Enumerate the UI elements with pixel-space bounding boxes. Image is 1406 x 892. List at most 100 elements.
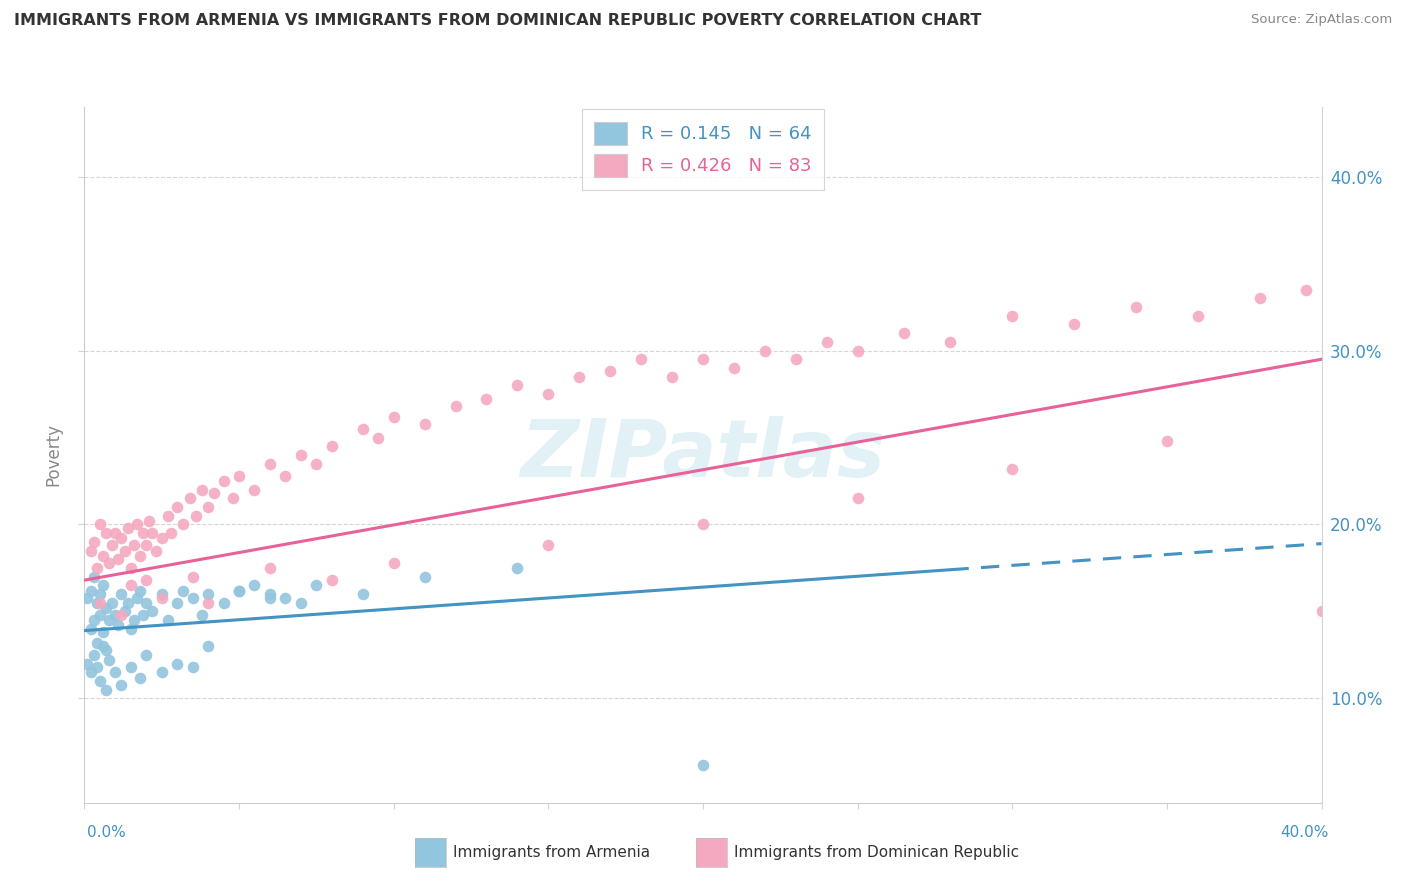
Point — [107, 618, 129, 632]
Point — [94, 642, 117, 657]
Point — [135, 573, 157, 587]
Point — [893, 326, 915, 340]
Point — [305, 578, 328, 592]
Point — [135, 538, 157, 552]
Point — [145, 543, 167, 558]
Point — [181, 660, 204, 674]
Point — [89, 517, 111, 532]
Point — [110, 587, 132, 601]
Point — [76, 657, 98, 671]
Point — [352, 587, 374, 601]
Point — [98, 653, 121, 667]
Point — [114, 605, 136, 619]
Point — [122, 613, 145, 627]
Point — [89, 607, 111, 622]
Point — [846, 491, 869, 506]
Point — [191, 483, 214, 497]
Point — [120, 561, 142, 575]
Y-axis label: Poverty: Poverty — [45, 424, 63, 486]
Point — [114, 543, 136, 558]
Point — [1001, 309, 1024, 323]
Point — [135, 648, 157, 662]
Text: ZIPatlas: ZIPatlas — [520, 416, 886, 494]
Point — [141, 526, 163, 541]
Point — [86, 596, 108, 610]
Point — [475, 392, 498, 407]
Point — [259, 591, 281, 605]
Point — [172, 583, 194, 598]
Point — [129, 671, 152, 685]
Point — [104, 607, 127, 622]
Point — [86, 561, 108, 575]
Point — [138, 514, 160, 528]
Point — [444, 399, 467, 413]
Point — [274, 468, 297, 483]
Text: Immigrants from Dominican Republic: Immigrants from Dominican Republic — [734, 846, 1019, 860]
Point — [110, 532, 132, 546]
Point — [91, 625, 114, 640]
Point — [222, 491, 245, 506]
Point — [132, 607, 155, 622]
Point — [413, 570, 436, 584]
Point — [120, 578, 142, 592]
Point — [259, 587, 281, 601]
Point — [101, 538, 124, 552]
Point — [846, 343, 869, 358]
Point — [150, 665, 173, 680]
Point — [1063, 318, 1085, 332]
Point — [107, 552, 129, 566]
Point — [692, 352, 714, 367]
Point — [537, 387, 560, 401]
Text: 0.0%: 0.0% — [87, 825, 127, 840]
Point — [91, 578, 114, 592]
Point — [661, 369, 683, 384]
Point — [98, 613, 121, 627]
Point — [94, 526, 117, 541]
Point — [630, 352, 652, 367]
Point — [83, 534, 105, 549]
Point — [179, 491, 201, 506]
Point — [160, 526, 183, 541]
Point — [89, 587, 111, 601]
Point — [98, 556, 121, 570]
Point — [382, 556, 405, 570]
Point — [352, 422, 374, 436]
Text: Source: ZipAtlas.com: Source: ZipAtlas.com — [1251, 13, 1392, 27]
Point — [150, 587, 173, 601]
Point — [181, 570, 204, 584]
Legend: R = 0.145   N = 64, R = 0.426   N = 83: R = 0.145 N = 64, R = 0.426 N = 83 — [582, 109, 824, 190]
Point — [94, 601, 117, 615]
Point — [110, 607, 132, 622]
Point — [129, 549, 152, 563]
Point — [939, 334, 962, 349]
Point — [197, 596, 219, 610]
Point — [166, 657, 188, 671]
Point — [166, 596, 188, 610]
Point — [132, 526, 155, 541]
Point — [129, 583, 152, 598]
Point — [172, 517, 194, 532]
Point — [506, 561, 529, 575]
Point — [197, 639, 219, 653]
Point — [1295, 283, 1317, 297]
Point — [692, 757, 714, 772]
Point — [94, 682, 117, 697]
Point — [79, 622, 101, 636]
Point — [568, 369, 591, 384]
Point — [1001, 462, 1024, 476]
Point — [79, 543, 101, 558]
Point — [91, 549, 114, 563]
Point — [305, 457, 328, 471]
Point — [117, 521, 139, 535]
Point — [599, 364, 621, 378]
Point — [1156, 434, 1178, 448]
Point — [125, 591, 148, 605]
Point — [202, 486, 225, 500]
Point — [321, 573, 343, 587]
Point — [259, 457, 281, 471]
Point — [1125, 300, 1147, 314]
Point — [110, 677, 132, 691]
Point — [290, 448, 312, 462]
Point — [104, 526, 127, 541]
Point — [1249, 291, 1271, 305]
